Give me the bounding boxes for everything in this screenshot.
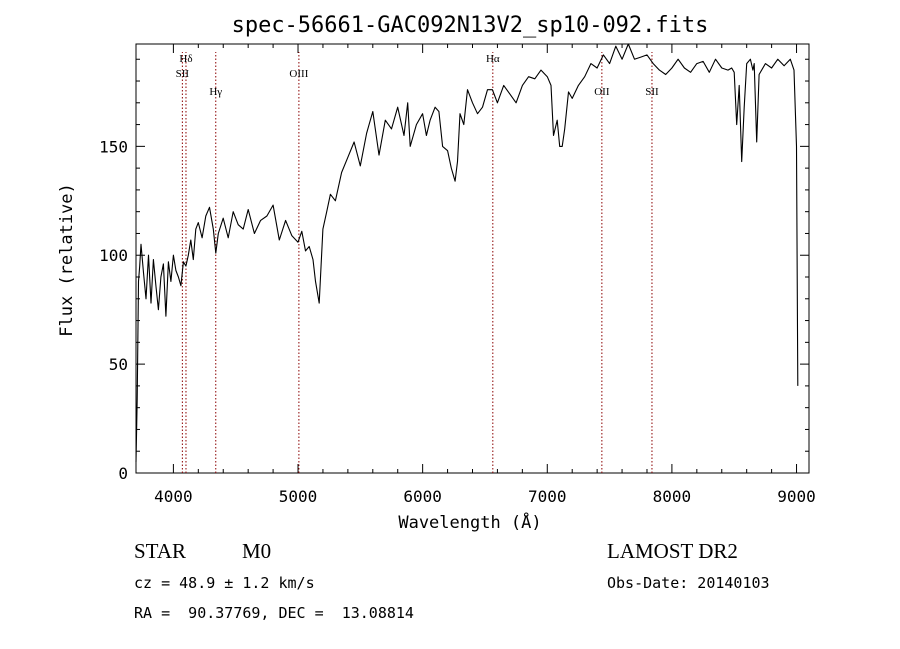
x-tick-label: 9000 [777, 487, 816, 506]
plot-frame [135, 43, 810, 474]
chart-title: spec-56661-GAC092N13V2_sp10-092.fits [232, 13, 709, 38]
coordinates-text: RA = 90.37769, DEC = 13.08814 [134, 604, 414, 622]
line-marker-label: SII [176, 68, 190, 80]
class-label: STAR [134, 539, 186, 563]
line-marker-label: OII [594, 86, 610, 98]
y-tick-label: 150 [99, 137, 128, 156]
x-tick-label: 4000 [154, 487, 193, 506]
obs-date-text: Obs-Date: 20140103 [607, 574, 770, 592]
y-tick-label: 0 [118, 464, 128, 483]
line-marker-label: SII [645, 86, 659, 98]
x-tick-label: 7000 [528, 487, 567, 506]
y-tick-label: 50 [109, 355, 128, 374]
spectral-line-markers: Hδ SII Hγ OIII Hα OII SII [176, 52, 659, 473]
x-tick-label: 6000 [403, 487, 442, 506]
axes: 4000 5000 6000 7000 8000 9000 0 50 100 150 [99, 44, 816, 506]
spectrum-line [135, 43, 799, 463]
line-marker-label: OIII [289, 68, 308, 80]
line-marker-label: Hδ [179, 53, 192, 65]
subclass-label: M0 [242, 539, 272, 563]
spectrum-series [135, 43, 799, 463]
redshift-text: cz = 48.9 ± 1.2 km/s [134, 574, 315, 592]
survey-label: LAMOST DR2 [607, 539, 738, 563]
line-marker-label: Hα [486, 53, 500, 65]
x-tick-label: 5000 [279, 487, 318, 506]
x-tick-label: 8000 [653, 487, 692, 506]
y-axis-label: Flux (relative) [57, 183, 77, 337]
line-marker-label: Hγ [209, 86, 222, 98]
x-axis-label: Wavelength (Å) [398, 511, 541, 533]
y-tick-label: 100 [99, 246, 128, 265]
